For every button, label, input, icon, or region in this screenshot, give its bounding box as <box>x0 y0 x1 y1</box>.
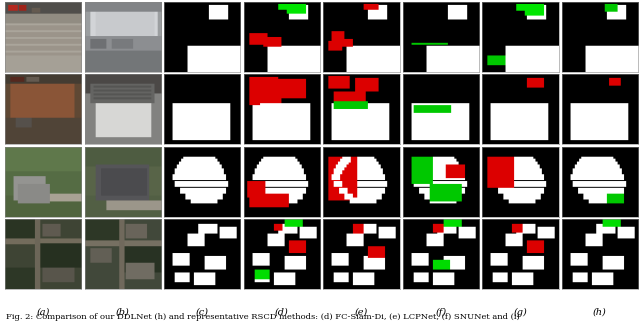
Text: (e): (e) <box>355 307 368 317</box>
Text: (d): (d) <box>275 307 289 317</box>
Text: Fig. 2: Comparison of our DDLNet (h) and representative RSCD methods: (d) FC-Sia: Fig. 2: Comparison of our DDLNet (h) and… <box>6 313 520 321</box>
Text: (f): (f) <box>435 307 447 317</box>
Text: (h): (h) <box>593 307 607 317</box>
Text: (b): (b) <box>116 307 130 317</box>
Text: (c): (c) <box>196 307 209 317</box>
Text: (g): (g) <box>513 307 527 317</box>
Text: (a): (a) <box>36 307 50 317</box>
